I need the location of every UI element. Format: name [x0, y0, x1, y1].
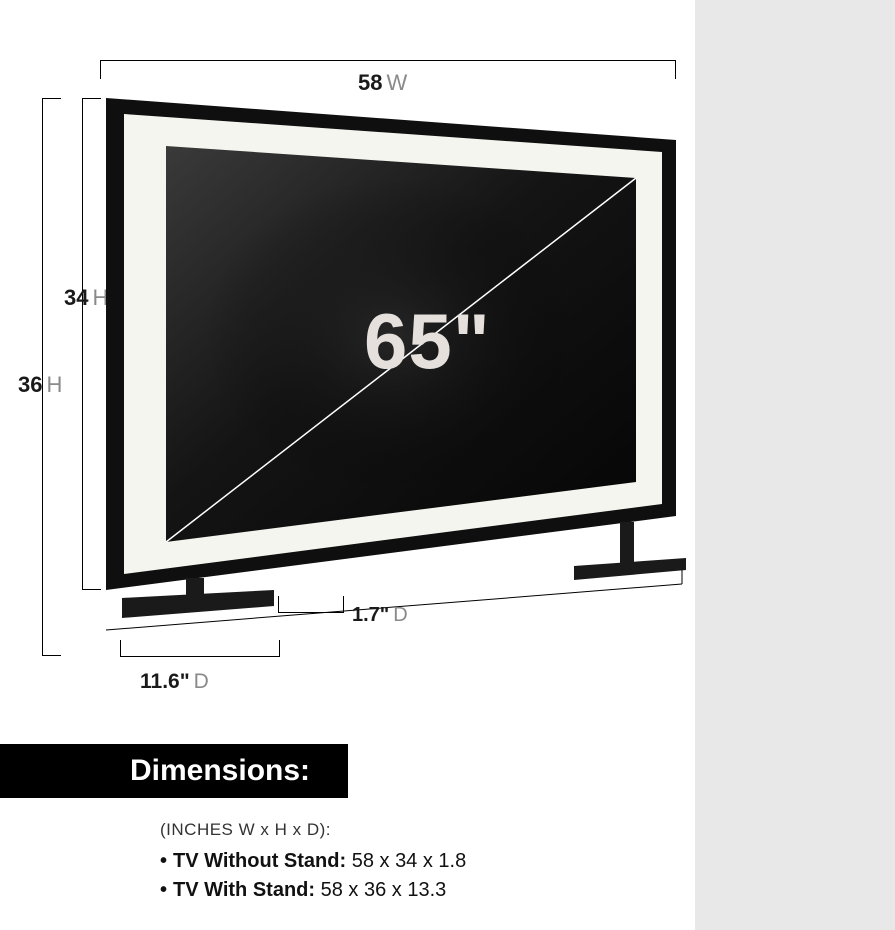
tv-illustration: 65" [100, 90, 800, 650]
dim-row-label: TV With Stand: [173, 879, 315, 901]
dim-row-label: TV Without Stand: [173, 850, 346, 872]
depth-with-stand-unit: D [194, 670, 209, 693]
depth-with-stand-value: 11.6" [140, 670, 190, 693]
depth-no-stand-bracket [278, 612, 344, 613]
depth-no-stand-label: 1.7"D [352, 604, 408, 627]
diagonal-size-label: 65" [364, 296, 491, 387]
dimensions-rows: • TV Without Stand: 58 x 34 x 1.8 • TV Wit… [160, 850, 466, 908]
bullet-icon: • [160, 850, 167, 872]
depth-with-stand-label: 11.6"D [140, 670, 209, 694]
dimensions-row: • TV With Stand: 58 x 36 x 13.3 [160, 879, 466, 902]
height-no-stand-bracket [82, 98, 83, 590]
height-no-stand-value: 34 [64, 285, 88, 310]
depth-no-stand-value: 1.7" [352, 604, 389, 626]
dim-row-value: 58 x 34 x 1.8 [352, 850, 467, 872]
dimensions-row: • TV Without Stand: 58 x 34 x 1.8 [160, 850, 466, 873]
height-with-stand-value: 36 [18, 372, 42, 397]
depth-no-stand-unit: D [393, 604, 407, 626]
height-with-stand-label: 36H [18, 372, 62, 398]
bullet-icon: • [160, 879, 167, 901]
depth-with-stand-bracket [120, 656, 280, 657]
width-bracket [100, 60, 676, 61]
height-with-stand-unit: H [46, 372, 62, 397]
dimensions-heading: Dimensions: [0, 744, 348, 798]
dimensions-subheading: (INCHES W x H x D): [160, 820, 331, 840]
dim-row-value: 58 x 36 x 13.3 [321, 879, 447, 901]
